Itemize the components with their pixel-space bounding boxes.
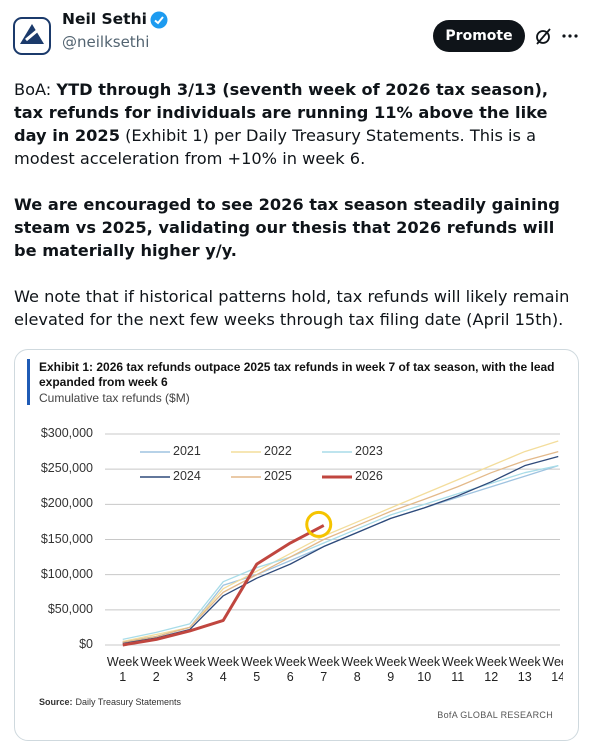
chart-svg — [27, 359, 560, 647]
avatar[interactable] — [12, 16, 52, 56]
x-tick-label: Week 5 — [240, 655, 273, 684]
chart-title: expanded from week 6 — [39, 375, 168, 389]
series-line — [122, 455, 559, 644]
y-tick-label: $100,000 — [40, 566, 93, 581]
series-line — [122, 465, 559, 643]
x-tick-label: Week 6 — [274, 655, 307, 684]
source-text: Daily Treasury Statements — [75, 697, 182, 707]
x-tick-label: Week 8 — [341, 655, 374, 684]
y-tick-label: $150,000 — [40, 531, 93, 546]
promote-button[interactable]: Promote — [433, 20, 525, 52]
text-segment: YTD through 3/13 (seventh week of 2026 t… — [14, 80, 549, 145]
legend-label: 2022 — [264, 444, 292, 458]
x-tick-label: Week 9 — [374, 655, 407, 684]
legend-label: 2025 — [264, 469, 292, 483]
y-tick-label: $200,000 — [40, 496, 93, 511]
y-tick-label: $0 — [79, 637, 93, 651]
x-tick-label: Week 10 — [408, 655, 441, 684]
verified-badge — [150, 11, 168, 29]
legend-label: 2024 — [173, 469, 201, 483]
menu-icons[interactable] — [533, 26, 583, 46]
series-line — [122, 524, 325, 647]
highlight-circle — [305, 510, 333, 538]
source-line: Source: Daily Treasury Statements — [39, 697, 181, 707]
media-card[interactable] — [14, 349, 579, 741]
y-tick-label: $50,000 — [47, 601, 93, 616]
y-tick-label: $250,000 — [40, 461, 93, 476]
y-tick-label: $300,000 — [40, 426, 93, 440]
x-tick-label: Week 14 — [542, 655, 563, 684]
chart-subtitle: Cumulative tax refunds ($M) — [39, 391, 190, 405]
source-label: Source: — [39, 697, 73, 707]
x-tick-label: Week 13 — [508, 655, 541, 684]
text-segment: (Exhibit 1) per Daily Treasury Statement… — [14, 126, 537, 168]
text-segment: We note that if historical patterns hold… — [14, 287, 570, 329]
legend-label: 2026 — [355, 469, 383, 483]
paragraph: We are encouraged to see 2026 tax season… — [14, 193, 582, 262]
paragraph: BoA: YTD through 3/13 (seventh week of 2… — [14, 78, 582, 170]
legend-label: 2021 — [173, 444, 201, 458]
x-tick-label: Week 1 — [106, 655, 139, 684]
x-tick-label: Week 2 — [140, 655, 173, 684]
chart: Exhibit 1: 2026 tax refunds outpace 2025… — [25, 357, 563, 735]
user-name[interactable]: Neil Sethi — [62, 10, 147, 28]
series-line — [122, 450, 559, 643]
series-line — [122, 465, 559, 641]
user-handle[interactable]: @neilksethi — [62, 33, 150, 51]
paragraph: We note that if historical patterns hold… — [14, 285, 582, 331]
legend-label: 2023 — [355, 444, 383, 458]
text-segment: BoA: — [14, 80, 57, 99]
x-tick-label: Week 7 — [307, 655, 340, 684]
x-tick-label: Week 12 — [475, 655, 508, 684]
tweet-text: BoA: YTD through 3/13 (seventh week of 2… — [14, 78, 582, 354]
text-segment: We are encouraged to see 2026 tax season… — [14, 195, 560, 260]
x-tick-label: Week 11 — [441, 655, 474, 684]
x-tick-label: Week 4 — [207, 655, 240, 684]
footer: BofA GLOBAL RESEARCH — [437, 710, 553, 720]
chart-title: Exhibit 1: 2026 tax refunds outpace 2025… — [39, 360, 555, 374]
title-bar — [27, 359, 30, 405]
x-tick-label: Week 3 — [173, 655, 206, 684]
